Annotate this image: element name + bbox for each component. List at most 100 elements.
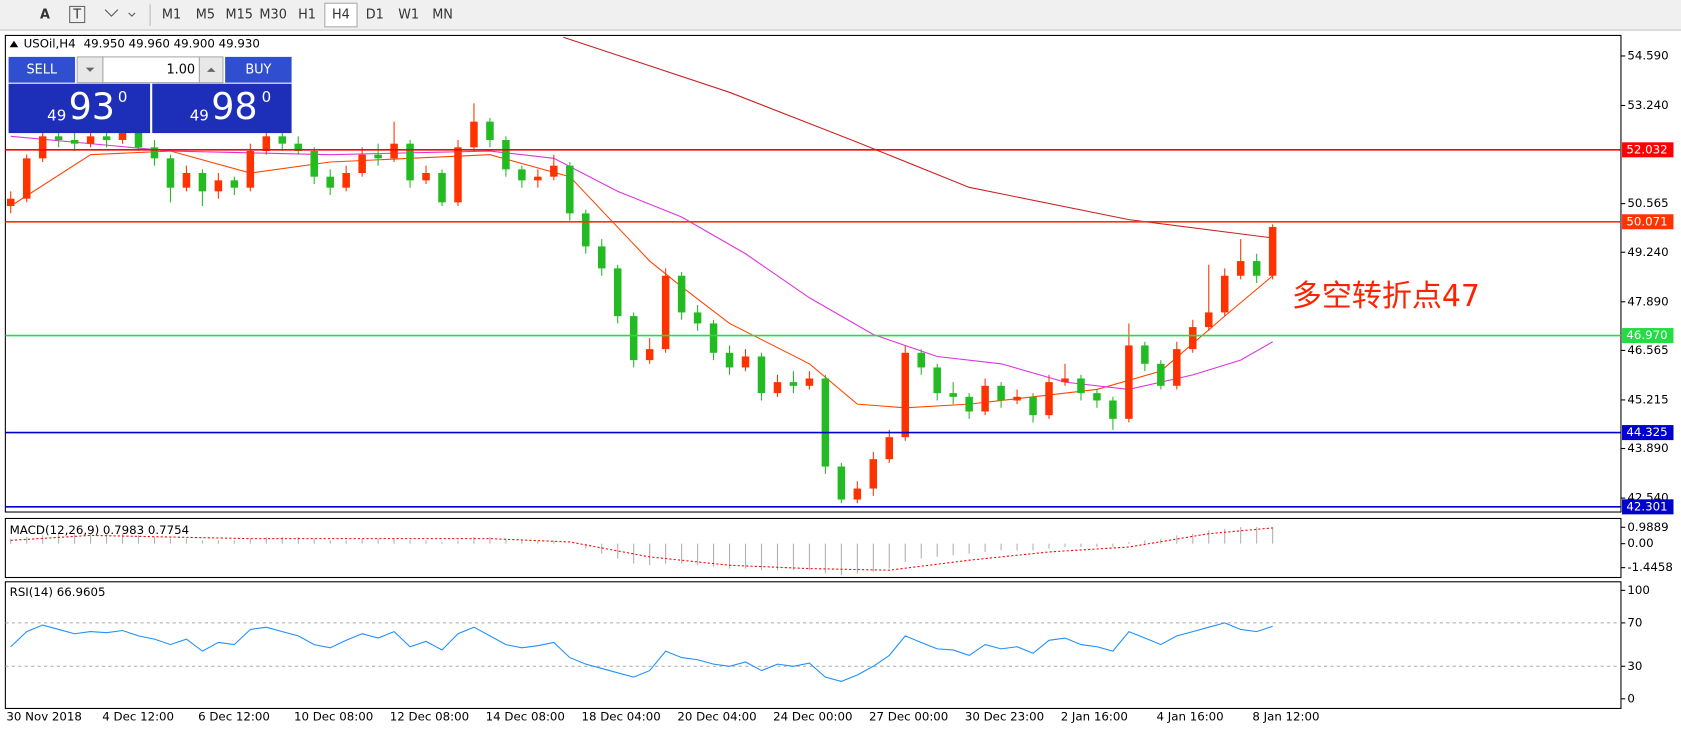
candle-body	[534, 176, 542, 181]
level-label: 46.970	[1626, 328, 1667, 342]
y-tick-label: 46.565	[1627, 343, 1668, 357]
level-label: 52.032	[1626, 142, 1667, 156]
candle-body	[1268, 226, 1277, 276]
buy-label[interactable]: BUY	[245, 62, 271, 77]
timeframe-button[interactable]: M1	[162, 8, 181, 23]
candle-body	[1205, 312, 1213, 328]
x-tick-label: 8 Jan 12:00	[1252, 710, 1319, 724]
candle-body	[645, 349, 654, 361]
y-tick-label: 30	[1627, 659, 1642, 673]
candle-body	[1236, 261, 1245, 276]
candle-body	[566, 165, 574, 214]
toolbar: A T M1 M5 M15 M30 H1 H4 D1 W1 MN	[40, 2, 453, 28]
candle-body	[1045, 382, 1053, 416]
candle-body	[6, 198, 15, 207]
x-tick-label: 30 Dec 23:00	[965, 710, 1044, 724]
candle-body	[406, 143, 414, 181]
candle-body	[118, 132, 127, 140]
lot-input[interactable]	[102, 56, 200, 84]
y-tick-label: 54.590	[1627, 48, 1668, 62]
buy-price-box[interactable]	[152, 83, 292, 134]
plot: USOil,H4 49.950 49.960 49.900 49.930 54.59…	[5, 36, 1674, 724]
level-label: 50.071	[1626, 214, 1667, 228]
timeframe-button[interactable]: H4	[332, 8, 350, 23]
timeframe-button[interactable]: M30	[259, 8, 286, 23]
x-tick-label: 24 Dec 00:00	[773, 710, 852, 724]
candle-body	[597, 246, 606, 269]
y-tick-label: 47.890	[1627, 294, 1668, 308]
candle-body	[150, 147, 159, 159]
indicator-title: RSI(14) 66.9605	[10, 585, 106, 599]
candle-body	[70, 139, 79, 144]
x-tick-label: 10 Dec 08:00	[294, 710, 373, 724]
candle-body	[438, 173, 446, 203]
candle-body	[550, 165, 558, 177]
candle-body	[502, 139, 510, 170]
level-label-bg	[1622, 214, 1674, 230]
moving-average	[10, 135, 1273, 390]
candle-body	[342, 173, 350, 188]
candle-body	[326, 176, 334, 188]
y-tick-label: 53.240	[1627, 98, 1668, 112]
sell-button[interactable]	[8, 56, 76, 83]
tool-box	[69, 5, 86, 24]
sell-price-box[interactable]	[8, 83, 151, 134]
candle-body	[1077, 378, 1085, 394]
candle-body	[933, 367, 941, 394]
buy-frac: 0	[262, 88, 272, 106]
level-label-bg	[1622, 425, 1674, 441]
y-tick-label: 100	[1627, 583, 1650, 597]
lot-value[interactable]: 1.00	[166, 62, 195, 77]
timeframe-button[interactable]: MN	[432, 8, 453, 23]
y-tick-label: 49.240	[1627, 245, 1668, 259]
candle-body	[198, 173, 207, 192]
candle-body	[805, 378, 814, 386]
y-tick-label: 45.215	[1627, 392, 1668, 406]
ohlc-header: 49.950 49.960 49.900 49.930	[84, 37, 260, 51]
candle-body	[853, 488, 862, 500]
collapse-icon[interactable]	[9, 40, 19, 48]
candle-body	[757, 356, 766, 394]
tool-text[interactable]: A	[40, 8, 50, 23]
candle-body	[214, 180, 223, 192]
candle-body	[741, 356, 750, 368]
candle-body	[310, 150, 318, 177]
y-tick-label: 0.9889	[1627, 520, 1668, 534]
x-tick-label: 30 Nov 2018	[6, 710, 82, 724]
buy-button[interactable]	[225, 56, 292, 83]
candle-body	[949, 393, 957, 397]
tool-draw[interactable]	[104, 9, 136, 17]
x-tick-label: 2 Jan 16:00	[1061, 710, 1128, 724]
candle-body	[246, 150, 255, 188]
level-label: 42.301	[1626, 499, 1667, 513]
candle-body	[725, 352, 734, 368]
x-tick-label: 6 Dec 12:00	[198, 710, 270, 724]
candle-body	[294, 143, 303, 151]
candle-body	[1173, 349, 1181, 386]
sell-label[interactable]: SELL	[27, 62, 58, 77]
timeframe-button[interactable]: M5	[196, 8, 215, 23]
rsi-line	[10, 622, 1273, 682]
timeframe-button[interactable]: M15	[226, 8, 253, 23]
timeframe-button[interactable]: H1	[298, 8, 316, 23]
candle-body	[1013, 396, 1021, 401]
moving-average	[563, 36, 1273, 239]
candle-body	[134, 132, 143, 148]
tool-label[interactable]: T	[72, 8, 81, 23]
candle-body	[390, 143, 398, 159]
candle-body	[629, 316, 638, 361]
symbol-label: USOil,H4	[24, 37, 76, 51]
candle-body	[917, 352, 925, 368]
candle-body	[1109, 400, 1117, 419]
candle-body	[837, 466, 846, 500]
candle-body	[582, 213, 590, 247]
candle-body	[182, 173, 191, 188]
level-label-bg	[1622, 142, 1674, 158]
timeframe-button[interactable]: W1	[398, 8, 419, 23]
candle-body	[1189, 327, 1197, 350]
candle-body	[1220, 275, 1229, 313]
timeframe-button[interactable]: D1	[366, 8, 384, 23]
x-tick-label: 20 Dec 04:00	[677, 710, 756, 724]
candle-body	[613, 268, 622, 317]
